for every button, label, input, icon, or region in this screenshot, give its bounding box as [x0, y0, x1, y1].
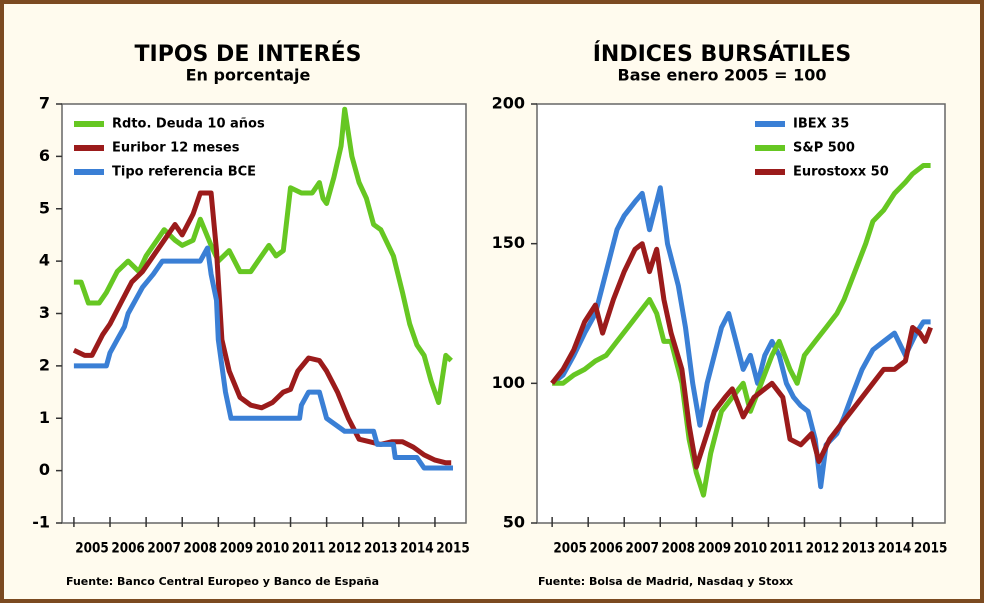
x-tick-label: 2008 — [184, 541, 217, 557]
y-tick-label: 6 — [39, 146, 50, 165]
legend-label: S&P 500 — [793, 141, 855, 156]
y-tick-label: 5 — [39, 198, 50, 217]
legend-label: Rdto. Deuda 10 años — [112, 117, 265, 132]
x-tick-label: 2013 — [364, 541, 397, 557]
x-tick-label: 2012 — [806, 541, 839, 557]
y-tick-label: -1 — [32, 513, 50, 532]
x-tick-label: 2007 — [626, 541, 659, 557]
x-tick-label: 2009 — [220, 541, 253, 557]
y-tick-label: 100 — [492, 373, 525, 392]
source-note: Fuente: Bolsa de Madrid, Nasdaq y Stoxx — [538, 575, 793, 588]
data-line — [73, 245, 453, 471]
data-line — [73, 106, 453, 405]
x-tick-label: 2006 — [111, 541, 144, 557]
x-tick-label: 2009 — [698, 541, 731, 557]
x-tick-label: 2007 — [147, 541, 180, 557]
legend-label: Tipo referencia BCE — [112, 165, 256, 180]
y-tick-label: 7 — [39, 94, 50, 113]
plot-area — [536, 103, 946, 524]
chart-title: ÍNDICES BURSÁTILES — [593, 41, 852, 67]
data-line — [550, 241, 933, 470]
data-line — [550, 185, 931, 490]
x-tick-label: 2014 — [878, 541, 911, 557]
chart-subtitle: Base enero 2005 = 100 — [618, 66, 827, 85]
x-tick-label: 2011 — [292, 541, 325, 557]
legend-label: IBEX 35 — [793, 117, 849, 132]
x-tick-label: 2008 — [662, 541, 695, 557]
source-note: Fuente: Banco Central Europeo y Banco de… — [66, 575, 379, 588]
legend-label: Euribor 12 meses — [112, 141, 240, 156]
y-tick-label: 0 — [39, 460, 50, 479]
x-tick-label: 2013 — [842, 541, 875, 557]
x-tick-label: 2005 — [75, 541, 108, 557]
y-tick-label: 2 — [39, 355, 50, 374]
y-tick-label: 50 — [503, 513, 525, 532]
x-tick-label: 2011 — [770, 541, 803, 557]
y-tick-label: 200 — [492, 94, 525, 113]
legend-label: Eurostoxx 50 — [793, 165, 889, 180]
x-tick-label: 2015 — [914, 541, 947, 557]
chart-title: TIPOS DE INTERÉS — [135, 41, 362, 67]
chart-subtitle: En porcentaje — [186, 66, 311, 85]
x-tick-label: 2010 — [256, 541, 289, 557]
y-tick-label: 3 — [39, 303, 50, 322]
x-tick-label: 2015 — [436, 541, 469, 557]
x-tick-label: 2005 — [553, 541, 586, 557]
x-tick-label: 2010 — [734, 541, 767, 557]
y-tick-label: 4 — [39, 251, 50, 270]
x-tick-label: 2014 — [400, 541, 433, 557]
data-line — [552, 163, 931, 498]
y-tick-label: 1 — [39, 408, 50, 427]
y-tick-label: 150 — [492, 233, 525, 252]
x-tick-label: 2006 — [589, 541, 622, 557]
x-tick-label: 2012 — [328, 541, 361, 557]
